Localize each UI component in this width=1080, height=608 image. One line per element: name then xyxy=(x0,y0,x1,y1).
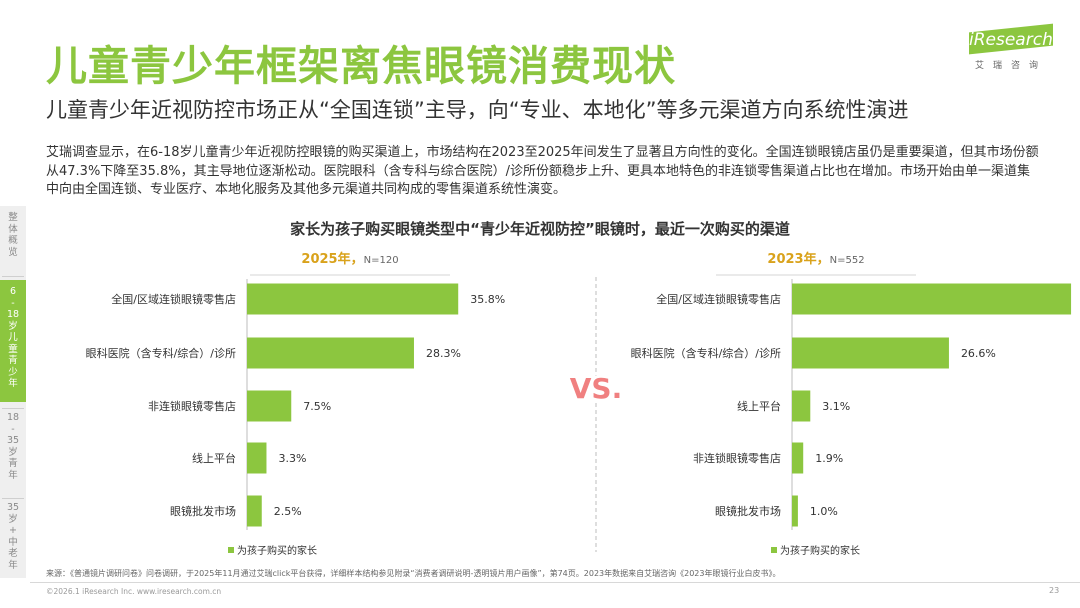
left-value-label: 35.8% xyxy=(470,293,505,306)
right-bar xyxy=(792,442,804,474)
right-category-label: 眼镜批发市场 xyxy=(715,504,781,518)
copyright: ©2026.1 iResearch Inc. www.iresearch.com… xyxy=(46,587,222,596)
left-category-label: 眼镜批发市场 xyxy=(170,504,236,518)
left-category-label: 眼科医院（含专科/综合）/诊所 xyxy=(86,346,236,360)
page-title: 儿童青少年框架离焦眼镜消费现状 xyxy=(46,42,676,90)
right-bar xyxy=(792,337,949,369)
nav-item-35-plus[interactable]: 35 岁 + 中 老 年 xyxy=(6,502,20,571)
right-legend-label: 为孩子购买的家长 xyxy=(780,544,860,557)
left-chart-header: 2025年，N=120 xyxy=(301,251,398,267)
left-bar xyxy=(247,283,459,315)
right-sample-size: N=552 xyxy=(830,255,865,266)
left-category-label: 非连锁眼镜零售店 xyxy=(148,399,236,413)
page-number: 23 xyxy=(1049,586,1060,595)
source-note: 来源：《普通镜片调研问卷》问卷调研，于2025年11月通过艾瑞click平台获得… xyxy=(46,569,781,578)
iresearch-logo: iResearch 艾瑞咨询 xyxy=(963,23,1055,78)
left-category-label: 全国/区域连锁眼镜零售店 xyxy=(111,292,236,306)
side-navigation: 整 体 概 览 6 - 18 岁 儿 童 青 少 年 18 - 35 岁 青 年… xyxy=(0,206,26,578)
nav-item-18-35[interactable]: 18 - 35 岁 青 年 xyxy=(6,412,20,481)
right-chart-header: 2023年，N=552 xyxy=(767,251,864,267)
left-sample-size: N=120 xyxy=(364,255,399,266)
right-value-label: 1.9% xyxy=(815,452,843,465)
right-category-label: 非连锁眼镜零售店 xyxy=(693,451,781,465)
right-legend-swatch xyxy=(771,547,777,553)
nav-divider xyxy=(2,498,24,499)
left-bar xyxy=(247,495,262,527)
chart-title: 家长为孩子购买眼镜类型中“青少年近视防控”眼镜时，最近一次购买的渠道 xyxy=(290,220,790,238)
left-value-label: 3.3% xyxy=(278,452,306,465)
right-bar xyxy=(792,495,798,527)
left-value-label: 2.5% xyxy=(274,505,302,518)
right-value-label: 26.6% xyxy=(961,347,996,360)
right-category-label: 全国/区域连锁眼镜零售店 xyxy=(656,292,781,306)
left-bar xyxy=(247,337,414,369)
right-category-label: 眼科医院（含专科/综合）/诊所 xyxy=(631,346,781,360)
nav-item-6-18[interactable]: 6 - 18 岁 儿 童 青 少 年 xyxy=(0,280,26,402)
left-year-label: 2025年， xyxy=(301,251,363,267)
left-bar xyxy=(247,390,292,422)
right-bar xyxy=(792,390,811,422)
left-category-label: 线上平台 xyxy=(192,451,236,465)
left-bar xyxy=(247,442,267,474)
nav-divider xyxy=(2,276,24,277)
left-value-label: 28.3% xyxy=(426,347,461,360)
right-year-label: 2023年， xyxy=(767,251,829,267)
intro-paragraph: 艾瑞调查显示，在6-18岁儿童青少年近视防控眼镜的购买渠道上，市场结构在2023… xyxy=(46,145,1039,197)
page-subtitle: 儿童青少年近视防控市场正从“全国连锁”主导，向“专业、本地化”等多元渠道方向系统… xyxy=(46,98,909,122)
vs-label: VS. xyxy=(570,372,622,405)
right-category-label: 线上平台 xyxy=(737,399,781,413)
footer-divider xyxy=(30,582,1080,583)
right-value-label: 1.0% xyxy=(810,505,838,518)
nav-divider xyxy=(2,408,24,409)
left-legend-label: 为孩子购买的家长 xyxy=(237,544,317,557)
left-legend-swatch xyxy=(228,547,234,553)
nav-item-overview[interactable]: 整 体 概 览 xyxy=(8,212,18,258)
logo-text: iResearch xyxy=(969,30,1053,50)
left-value-label: 7.5% xyxy=(303,400,331,413)
right-bar xyxy=(792,283,1072,315)
right-value-label: 3.1% xyxy=(822,400,850,413)
logo-subtext: 艾瑞咨询 xyxy=(975,61,1048,71)
